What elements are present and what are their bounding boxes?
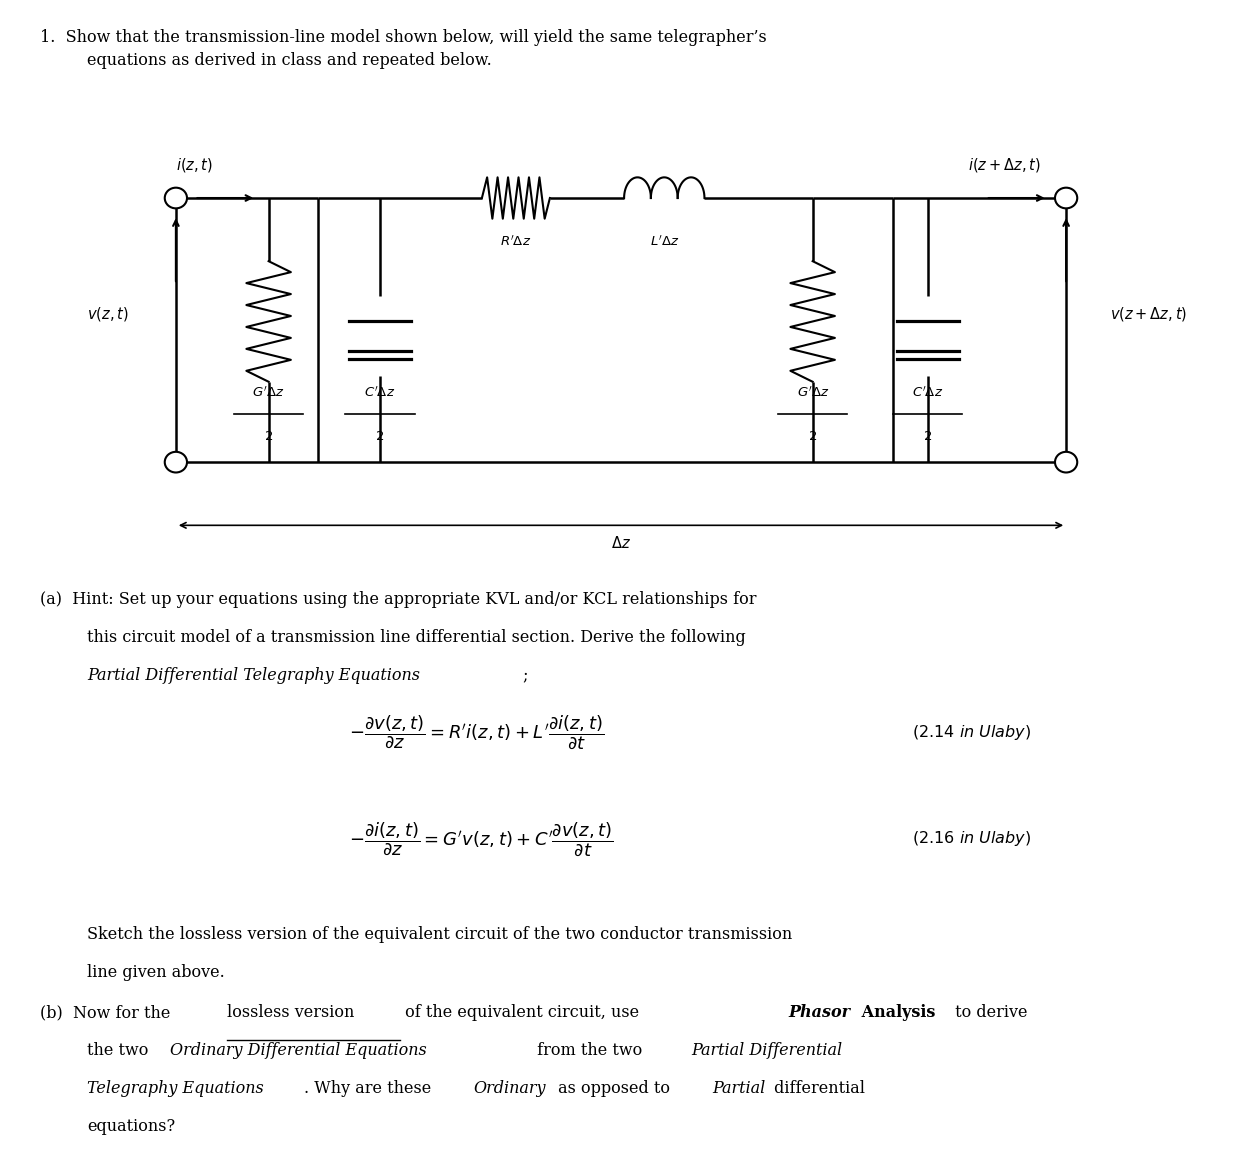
Text: $2$: $2$ (923, 430, 933, 443)
Text: the two: the two (87, 1042, 153, 1059)
Text: Ordinary Differential Equations: Ordinary Differential Equations (170, 1042, 426, 1059)
Text: $G'\Delta z$: $G'\Delta z$ (252, 385, 284, 400)
Circle shape (1054, 188, 1077, 209)
Text: $\Delta z$: $\Delta z$ (611, 535, 631, 552)
Text: . Why are these: . Why are these (304, 1080, 437, 1097)
Text: 1.  Show that the transmission-line model shown below, will yield the same teleg: 1. Show that the transmission-line model… (40, 29, 766, 46)
Text: $2$: $2$ (265, 430, 273, 443)
Circle shape (165, 188, 188, 209)
Text: $i(z,t)$: $i(z,t)$ (176, 156, 212, 174)
Text: $C'\Delta z$: $C'\Delta z$ (364, 385, 395, 400)
Text: Partial Differential: Partial Differential (692, 1042, 842, 1059)
Text: to derive: to derive (950, 1004, 1027, 1021)
Text: Sketch the lossless version of the equivalent circuit of the two conductor trans: Sketch the lossless version of the equiv… (87, 927, 792, 943)
Text: $C'\Delta z$: $C'\Delta z$ (912, 385, 943, 400)
Circle shape (165, 452, 188, 472)
Text: equations as derived in class and repeated below.: equations as derived in class and repeat… (87, 52, 492, 69)
Text: equations?: equations? (87, 1118, 175, 1134)
Text: Telegraphy Equations: Telegraphy Equations (87, 1080, 263, 1097)
Text: Analysis: Analysis (856, 1004, 935, 1021)
Text: $v(z,t)$: $v(z,t)$ (87, 305, 129, 323)
Text: from the two: from the two (532, 1042, 647, 1059)
Text: $2$: $2$ (375, 430, 385, 443)
Text: $-\dfrac{\partial i(z,t)}{\partial z} = G^{\prime}v(z,t) + C^{\prime}\dfrac{\par: $-\dfrac{\partial i(z,t)}{\partial z} = … (349, 819, 614, 857)
Text: ;: ; (522, 667, 528, 683)
Text: as opposed to: as opposed to (553, 1080, 676, 1097)
Text: of the equivalent circuit, use: of the equivalent circuit, use (400, 1004, 643, 1021)
Text: $R'\Delta z$: $R'\Delta z$ (501, 234, 532, 249)
Text: line given above.: line given above. (87, 964, 225, 981)
Text: $(2.14\ \mathit{in}\ \mathit{Ulaby})$: $(2.14\ \mathit{in}\ \mathit{Ulaby})$ (912, 722, 1031, 742)
Text: this circuit model of a transmission line differential section. Derive the follo: this circuit model of a transmission lin… (87, 629, 745, 646)
Text: (a)  Hint: Set up your equations using the appropriate KVL and/or KCL relationsh: (a) Hint: Set up your equations using th… (40, 591, 756, 608)
Text: $2$: $2$ (809, 430, 817, 443)
Text: $(2.16\ \mathit{in}\ \mathit{Ulaby})$: $(2.16\ \mathit{in}\ \mathit{Ulaby})$ (912, 830, 1031, 848)
Text: Ordinary: Ordinary (474, 1080, 546, 1097)
Text: (b)  Now for the: (b) Now for the (40, 1004, 175, 1021)
Text: $G'\Delta z$: $G'\Delta z$ (796, 385, 828, 400)
Text: differential: differential (769, 1080, 866, 1097)
Text: $L'\Delta z$: $L'\Delta z$ (650, 234, 679, 249)
Text: Partial Differential Telegraphy Equations: Partial Differential Telegraphy Equation… (87, 667, 420, 683)
Text: $i(z + \Delta z,t)$: $i(z + \Delta z,t)$ (968, 156, 1041, 174)
Text: lossless version: lossless version (226, 1004, 354, 1021)
Text: Phasor: Phasor (787, 1004, 850, 1021)
Text: $v(z + \Delta z,t)$: $v(z + \Delta z,t)$ (1110, 305, 1187, 323)
Circle shape (1054, 452, 1077, 472)
Text: Partial: Partial (713, 1080, 766, 1097)
Text: $-\dfrac{\partial v(z,t)}{\partial z} = R^{\prime}i(z,t) + L^{\prime}\dfrac{\par: $-\dfrac{\partial v(z,t)}{\partial z} = … (349, 713, 604, 751)
